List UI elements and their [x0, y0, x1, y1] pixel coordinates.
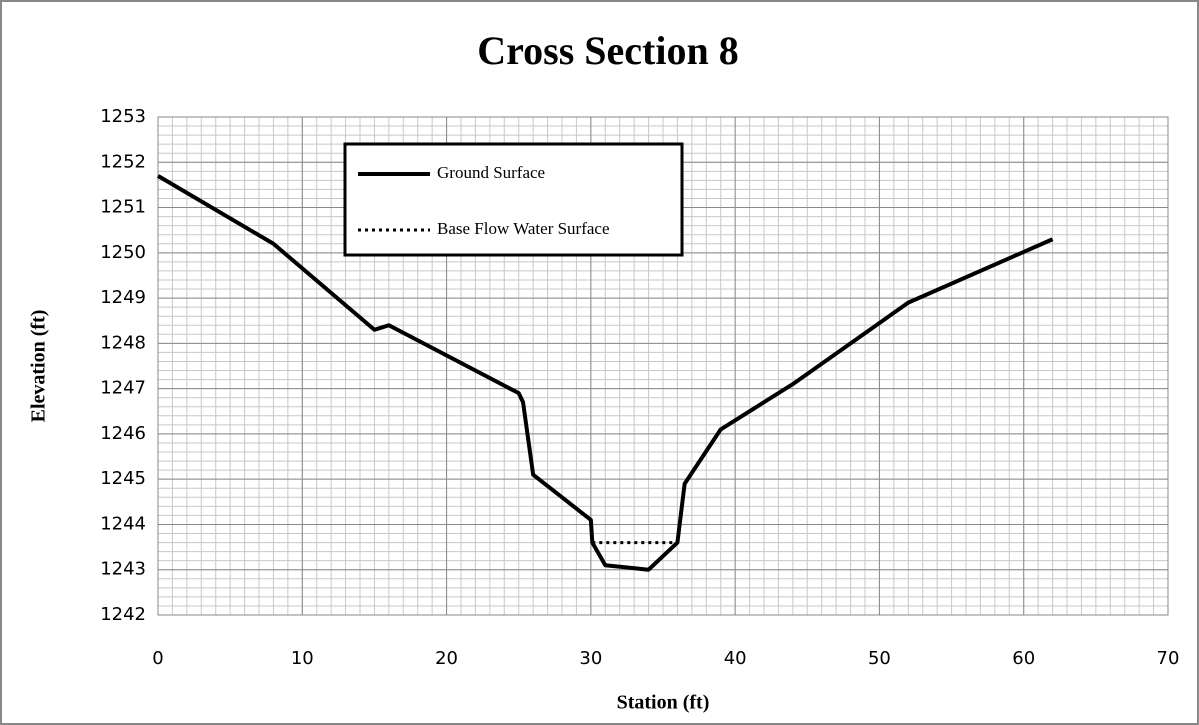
- y-tick-label: 1244: [100, 513, 146, 534]
- x-tick-label: 60: [1012, 648, 1035, 669]
- y-tick-label: 1253: [100, 106, 146, 127]
- x-tick-label: 0: [152, 648, 163, 669]
- chart-title: Cross Section 8: [477, 28, 738, 73]
- y-tick-label: 1250: [100, 242, 146, 263]
- y-tick-label: 1247: [100, 378, 146, 399]
- y-tick-label: 1242: [100, 604, 146, 625]
- legend-label: Base Flow Water Surface: [437, 219, 610, 238]
- y-tick-label: 1246: [100, 423, 146, 444]
- legend: Ground Surface Base Flow Water Surface: [343, 142, 684, 257]
- y-axis-label: Elevation (ft): [28, 310, 50, 423]
- x-tick-label: 70: [1157, 648, 1180, 669]
- y-tick-label: 1243: [100, 559, 146, 580]
- x-tick-label: 20: [435, 648, 458, 669]
- x-tick-label: 40: [724, 648, 747, 669]
- y-tick-label: 1248: [100, 332, 146, 353]
- plot: [156, 174, 1054, 572]
- y-tick-label: 1245: [100, 468, 146, 489]
- y-tick-label: 1251: [100, 197, 146, 218]
- x-axis-label: Station (ft): [617, 692, 710, 714]
- y-tick-label: 1252: [100, 151, 146, 172]
- legend-label: Ground Surface: [437, 163, 545, 182]
- y-tick-label: 1249: [100, 287, 146, 308]
- x-tick-label: 30: [579, 648, 602, 669]
- plot-border: [157, 116, 1169, 616]
- x-tick-label: 10: [291, 648, 314, 669]
- x-tick-label: 50: [868, 648, 891, 669]
- legend-box: [343, 142, 684, 257]
